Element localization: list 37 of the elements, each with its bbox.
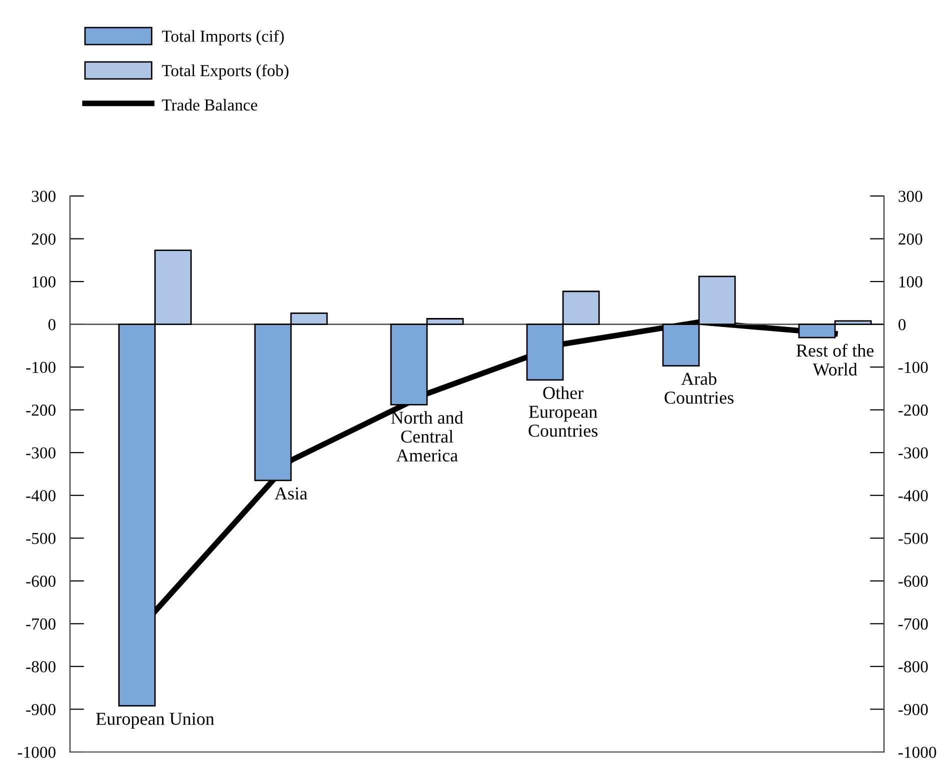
y2-tick-label: -200	[898, 404, 928, 416]
y-tick-label: -800	[26, 661, 56, 672]
y2-tick-label: 200	[898, 233, 922, 245]
y2-tick-label: -300	[898, 447, 928, 459]
y-tick-label: -200	[26, 404, 56, 416]
x-tick-label: Rest of the World	[796, 344, 874, 376]
y-tick-label: 100	[32, 276, 56, 288]
y-tick-label: -500	[26, 532, 56, 544]
y2-tick-label: 0	[898, 319, 906, 330]
y-tick-label: 300	[32, 190, 56, 202]
y2-tick-label: -100	[898, 362, 928, 374]
y2-tick-label: -500	[898, 532, 928, 544]
y-tick-label: -700	[26, 618, 56, 630]
y2-tick-label: -400	[898, 490, 928, 502]
y-tick-label: -1000	[18, 746, 56, 758]
x-tick-label: Other European Countries	[528, 386, 598, 437]
y2-tick-label: -600	[898, 576, 928, 587]
x-tick-label: Arab Countries	[664, 372, 734, 404]
y-tick-label: 0	[48, 319, 56, 330]
y2-tick-label: 300	[898, 190, 922, 202]
legend-label: Total Imports (cif)	[162, 30, 284, 46]
y-tick-label: 200	[32, 233, 56, 245]
y2-tick-label: -900	[898, 704, 928, 716]
y-tick-label: -300	[26, 447, 56, 459]
x-tick-label: Asia	[274, 487, 308, 500]
y2-tick-label: -700	[898, 618, 928, 630]
legend-label: Total Exports (fob)	[162, 64, 288, 80]
y2-tick-label: -1000	[898, 746, 936, 758]
y-tick-label: -900	[26, 704, 56, 716]
y-tick-label: -400	[26, 490, 56, 502]
y-tick-label: -600	[26, 576, 56, 587]
y-tick-label: -100	[26, 362, 56, 374]
x-tick-label: North and Central America	[391, 411, 464, 462]
x-tick-label: European Union	[96, 712, 214, 729]
y2-tick-label: 100	[899, 276, 922, 288]
y2-tick-label: -800	[898, 661, 928, 672]
legend-label: Trade Balance	[162, 98, 258, 111]
